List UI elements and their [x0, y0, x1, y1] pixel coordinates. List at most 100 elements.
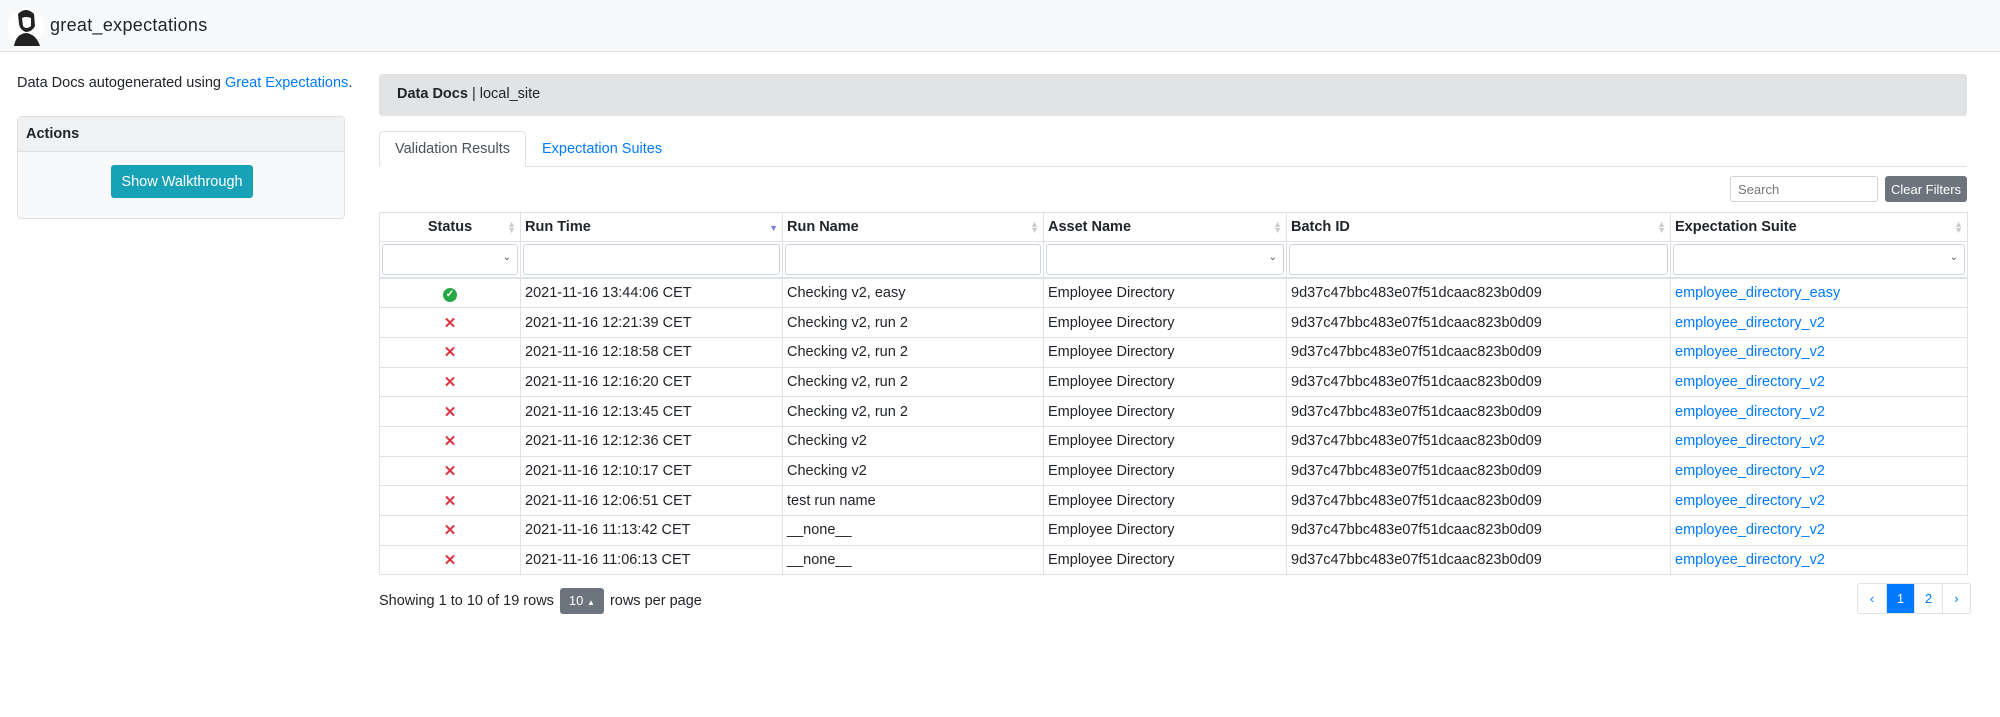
header-label: Run Time: [525, 219, 591, 235]
expectation-suite-link[interactable]: employee_directory_v2: [1675, 373, 1825, 390]
header-row: Status ▲ ▼ Run Time ▼ Run Name ▲ ▼ Asset Name…: [379, 212, 1968, 242]
great-expectations-link[interactable]: Great Expectations: [224, 75, 349, 91]
intro-text: Data Docs autogenerated using Great Expe…: [17, 75, 352, 91]
table-row: ✕ 2021-11-16 12:06:51 CET test run name …: [379, 485, 1968, 516]
breadcrumb-separator: |: [467, 86, 480, 102]
status-cell: ✕: [379, 307, 521, 338]
asset-name-cell: Employee Directory: [1043, 336, 1287, 368]
pagination: ‹ 1 2 ›: [1857, 583, 1971, 614]
clear-filters-button[interactable]: Clear Filters: [1885, 176, 1967, 202]
expectation-suite-link[interactable]: employee_directory_v2: [1675, 314, 1825, 331]
breadcrumb-site: local_site: [479, 86, 541, 102]
run-time-cell: 2021-11-16 12:18:58 CET: [520, 336, 783, 368]
breadcrumb: Data Docs | local_site: [379, 74, 1967, 116]
show-walkthrough-button[interactable]: Show Walkthrough: [111, 165, 253, 198]
sort-icon: ▲ ▼: [1273, 219, 1282, 235]
run-time-cell: 2021-11-16 11:13:42 CET: [520, 515, 783, 546]
pagination-page-1[interactable]: 1: [1886, 584, 1914, 613]
expectation-suite-link[interactable]: employee_directory_v2: [1675, 552, 1825, 569]
great-expectations-logo[interactable]: [8, 6, 44, 46]
header-label: Run Name: [787, 219, 859, 235]
navbar: great_expectations: [0, 0, 2000, 52]
expectation-suite-cell: employee_directory_v2: [1670, 455, 1968, 487]
expectation-suite-cell: employee_directory_v2: [1670, 485, 1968, 516]
table-row: ✕ 2021-11-16 12:12:36 CET Checking v2 Em…: [379, 425, 1968, 457]
column-header-run-time[interactable]: Run Time ▼: [520, 212, 783, 242]
run-name-cell: Checking v2, run 2: [782, 307, 1044, 338]
brand-name[interactable]: great_expectations: [50, 15, 208, 35]
run-name-filter-input[interactable]: [785, 244, 1041, 275]
pagination-prev[interactable]: ‹: [1869, 591, 1875, 606]
asset-name-cell: Employee Directory: [1043, 544, 1287, 576]
column-header-asset-name[interactable]: Asset Name ▲ ▼: [1043, 212, 1287, 242]
run-time-cell: 2021-11-16 12:21:39 CET: [520, 307, 783, 338]
header-label: Batch ID: [1291, 219, 1350, 235]
run-time-cell: 2021-11-16 12:16:20 CET: [520, 366, 783, 398]
failure-x-icon: ✕: [443, 373, 457, 391]
expectation-suite-link[interactable]: employee_directory_v2: [1675, 403, 1825, 420]
pagination-next[interactable]: ›: [1942, 584, 1970, 613]
table-row: ✕ 2021-11-16 12:10:17 CET Checking v2 Em…: [379, 455, 1968, 487]
sort-desc-icon: ▼: [769, 223, 778, 233]
expectation-suite-cell: employee_directory_v2: [1670, 307, 1968, 338]
asset-name-cell: Employee Directory: [1043, 515, 1287, 546]
table-body: ✓ 2021-11-16 13:44:06 CET Checking v2, e…: [379, 277, 1968, 576]
page-size-dropdown[interactable]: 10 ▲: [559, 588, 604, 614]
run-time-filter-input[interactable]: [523, 244, 780, 275]
failure-x-icon: ✕: [443, 492, 457, 510]
run-name-cell: __none__: [782, 515, 1044, 546]
batch-id-cell: 9d37c47bbc483e07f51dcaac823b0d09: [1286, 515, 1671, 546]
run-name-cell: Checking v2, run 2: [782, 366, 1044, 398]
run-name-cell: Checking v2: [782, 425, 1044, 457]
chevron-down-icon: ⌄: [1949, 252, 1958, 263]
asset-name-cell: Employee Directory: [1043, 425, 1287, 457]
rows-per-page-label: rows per page: [609, 593, 702, 609]
filter-row: ⌄ ⌄ ⌄: [379, 241, 1968, 279]
status-cell: ✕: [379, 425, 521, 457]
batch-id-cell: 9d37c47bbc483e07f51dcaac823b0d09: [1286, 336, 1671, 368]
search-input[interactable]: [1730, 176, 1878, 202]
column-header-run-name[interactable]: Run Name ▲ ▼: [782, 212, 1044, 242]
batch-id-cell: 9d37c47bbc483e07f51dcaac823b0d09: [1286, 277, 1671, 309]
expectation-suite-cell: employee_directory_easy: [1670, 277, 1968, 309]
asset-name-cell: Employee Directory: [1043, 366, 1287, 398]
status-cell: ✓: [379, 277, 521, 309]
run-name-cell: Checking v2, easy: [782, 277, 1044, 309]
column-header-expectation-suite[interactable]: Expectation Suite ▲ ▼: [1670, 212, 1968, 242]
column-header-batch-id[interactable]: Batch ID ▲ ▼: [1286, 212, 1671, 242]
expectation-suite-cell: employee_directory_v2: [1670, 366, 1968, 398]
expectation-suite-filter-select[interactable]: [1673, 244, 1965, 275]
asset-name-cell: Employee Directory: [1043, 277, 1287, 309]
expectation-suite-link[interactable]: employee_directory_v2: [1675, 492, 1825, 509]
actions-title: Actions: [18, 117, 344, 152]
table-row: ✕ 2021-11-16 12:18:58 CET Checking v2, r…: [379, 336, 1968, 368]
tabs: Validation Results Expectation Suites: [379, 131, 1967, 167]
tab-validation-results[interactable]: Validation Results: [379, 131, 526, 167]
pagination-page-2[interactable]: 2: [1914, 584, 1942, 613]
expectation-suite-cell: employee_directory_v2: [1670, 396, 1968, 427]
chevron-down-icon: ⌄: [502, 252, 511, 263]
batch-id-filter-input[interactable]: [1289, 244, 1668, 275]
table-row: ✕ 2021-11-16 12:13:45 CET Checking v2, r…: [379, 396, 1968, 427]
asset-name-cell: Employee Directory: [1043, 396, 1287, 427]
batch-id-cell: 9d37c47bbc483e07f51dcaac823b0d09: [1286, 544, 1671, 576]
tab-expectation-suites[interactable]: Expectation Suites: [542, 141, 663, 157]
status-cell: ✕: [379, 544, 521, 576]
expectation-suite-link[interactable]: employee_directory_v2: [1675, 522, 1825, 539]
batch-id-cell: 9d37c47bbc483e07f51dcaac823b0d09: [1286, 366, 1671, 398]
failure-x-icon: ✕: [443, 344, 457, 362]
run-time-cell: 2021-11-16 13:44:06 CET: [520, 277, 783, 309]
expectation-suite-link[interactable]: employee_directory_v2: [1675, 462, 1825, 479]
expectation-suite-link[interactable]: employee_directory_v2: [1675, 433, 1825, 450]
column-header-status[interactable]: Status ▲ ▼: [379, 212, 521, 242]
run-name-cell: Checking v2, run 2: [782, 336, 1044, 368]
run-name-cell: Checking v2: [782, 455, 1044, 487]
asset-name-filter-select[interactable]: [1046, 244, 1284, 275]
expectation-suite-link[interactable]: employee_directory_easy: [1675, 285, 1841, 302]
batch-id-cell: 9d37c47bbc483e07f51dcaac823b0d09: [1286, 396, 1671, 427]
status-filter-select[interactable]: [382, 244, 518, 275]
expectation-suite-link[interactable]: employee_directory_v2: [1675, 344, 1825, 361]
expectation-suite-cell: employee_directory_v2: [1670, 544, 1968, 576]
table-row: ✕ 2021-11-16 11:13:42 CET __none__ Emplo…: [379, 515, 1968, 546]
success-check-icon: ✓: [443, 287, 457, 302]
